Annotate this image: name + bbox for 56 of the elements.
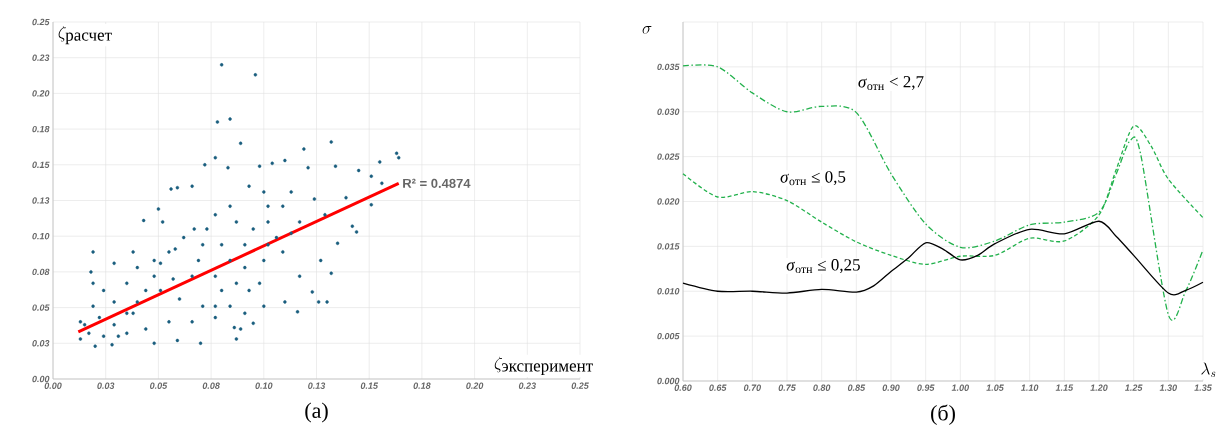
x-tick-label: 0.80	[813, 384, 831, 391]
x-tick-label: 1.30	[1159, 384, 1177, 391]
y-axis-title: $\sigma$	[642, 25, 652, 34]
y-tick-label: 0.25	[32, 18, 50, 26]
x-axis-title: $\lambda_{s}$	[1201, 362, 1216, 378]
x-tick-label: 0.10	[255, 382, 273, 389]
x-tick-label: 0.15	[360, 382, 379, 389]
x-tick-label: 0.08	[202, 382, 220, 389]
x-tick-label: 0.13	[308, 382, 326, 389]
y-tick-label: 0.020	[657, 198, 680, 205]
x-tick-label: 0.70	[743, 384, 762, 391]
x-tick-label: 0.90	[882, 384, 900, 391]
x-tick-label: 0.25	[571, 382, 589, 389]
y-tick-label: 0.13	[32, 197, 50, 204]
x-tick-label: 0.65	[709, 384, 727, 391]
x-tick-label: 0.03	[97, 382, 115, 389]
x-tick-label: 1.20	[1090, 384, 1108, 391]
y-tick-label: 0.08	[32, 268, 50, 276]
x-tick-label: 0.05	[150, 382, 168, 389]
annotation: R² = 0.4874	[403, 178, 471, 188]
series-label: σ$_{отн}$ < 2,7	[858, 76, 924, 90]
x-tick-label: 1.35	[1194, 384, 1212, 391]
text: (б)	[931, 404, 955, 425]
y-tick-label: 0.010	[657, 288, 680, 295]
x-tick-label: 0.60	[674, 384, 692, 391]
x-tick-label: 0.95	[917, 384, 935, 391]
y-axis-title: $\zeta_{\mbox{расчет}}$	[58, 25, 112, 45]
y-tick-label: 0.030	[657, 108, 680, 115]
text: (a)	[305, 402, 328, 423]
x-tick-label: 1.25	[1125, 384, 1143, 391]
y-tick-label: 0.10	[32, 233, 50, 240]
x-axis-title: $\zeta_{\mbox{эксперимент}}$	[494, 356, 593, 375]
x-tick-label: 0.18	[413, 382, 431, 389]
y-tick-label: 0.18	[32, 125, 50, 133]
x-tick-label: 0.75	[778, 384, 796, 391]
x-tick-label: 1.00	[951, 384, 970, 391]
x-tick-label: 1.10	[1021, 384, 1039, 391]
x-tick-label: 0.23	[518, 382, 536, 389]
y-tick-label: 0.015	[657, 243, 680, 250]
x-tick-label: 0.20	[466, 382, 484, 389]
y-tick-label: 0.00	[32, 375, 50, 383]
series-label: σ$_{отн}$ ≤ 0,5	[780, 171, 846, 186]
y-tick-label: 0.005	[657, 332, 680, 340]
y-tick-label: 0.000	[657, 377, 680, 385]
y-tick-label: 0.03	[32, 340, 50, 347]
y-tick-label: 0.035	[657, 63, 680, 71]
series-label: σ$_{отн}$ ≤ 0,25	[786, 259, 860, 274]
y-tick-label: 0.23	[32, 54, 50, 61]
x-tick-label: 1.15	[1055, 384, 1074, 391]
x-tick-label: 0.85	[847, 384, 866, 391]
y-tick-label: 0.15	[32, 161, 50, 168]
y-tick-label: 0.025	[657, 153, 680, 160]
y-tick-label: 0.20	[32, 90, 50, 97]
x-tick-label: 1.05	[986, 384, 1004, 391]
y-tick-label: 0.05	[32, 304, 50, 311]
x-tick-label: 0.00	[44, 382, 62, 389]
